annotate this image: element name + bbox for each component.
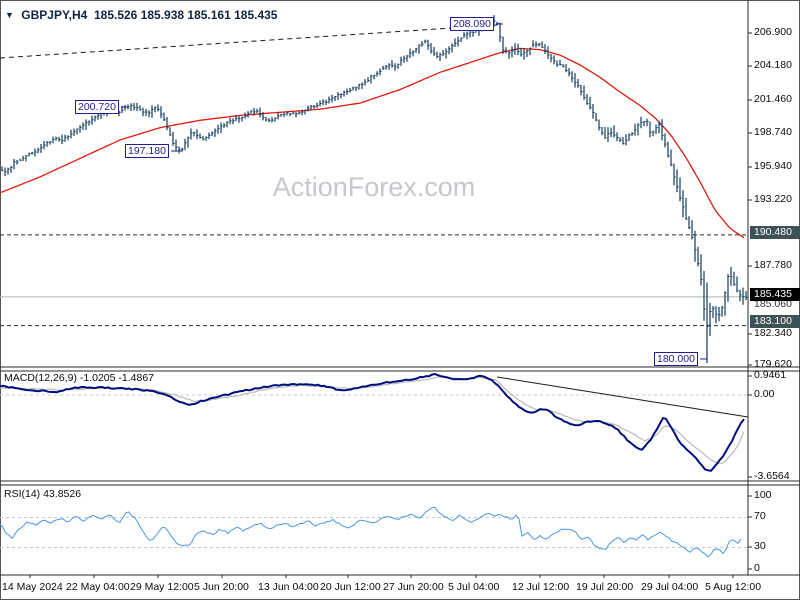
x-axis-label: 19 Jul 20:00 [576,581,634,593]
x-axis-label: 5 Jun 20:00 [194,581,249,593]
y-axis-label: 185.435 [750,288,800,301]
chart-title: ▼ GBPJPY,H4 185.526 185.938 185.161 185.… [5,8,277,22]
price-annotation[interactable]: 200.720 [75,100,119,114]
y-axis-label: 183.100 [750,315,800,328]
x-axis-label: 29 May 12:00 [130,581,194,593]
x-axis-label: 22 May 04:00 [66,581,130,593]
x-axis-label: 14 May 2024 [2,581,63,593]
x-axis-label: 12 Jul 12:00 [512,581,570,593]
y-axis-label: 185.060 [754,298,792,310]
y-axis-label: 182.340 [754,327,792,339]
y-axis-label: 190.480 [750,226,800,239]
y-axis-label: 201.460 [754,93,792,105]
macd-axis-label: 0.00 [754,388,775,400]
symbol-dropdown-icon[interactable]: ▼ [5,10,14,20]
price-annotation[interactable]: 197.180 [125,144,169,158]
y-axis-label: 195.940 [754,160,792,172]
rsi-axis-label: 70 [754,510,766,522]
x-axis-label: 5 Jul 04:00 [448,581,500,593]
price-annotation[interactable]: 208.090 [450,17,494,31]
x-axis-label: 13 Jun 04:00 [258,581,319,593]
x-axis-label: 20 Jun 12:00 [320,581,381,593]
y-axis-label: 204.180 [754,59,792,71]
x-axis-label: 29 Jul 04:00 [641,581,699,593]
y-axis-label: 179.620 [754,358,792,370]
y-axis-label: 187.780 [754,259,792,271]
macd-axis-label: -3.6564 [754,470,790,482]
ohlc-values: 185.526 185.938 185.161 185.435 [93,8,278,22]
x-axis-label: 5 Aug 12:00 [705,581,762,593]
rsi-axis-label: 100 [754,489,772,501]
price-annotation[interactable]: 180.000 [654,352,698,366]
rsi-axis-label: 30 [754,540,766,552]
x-axis-label: 27 Jun 20:00 [383,581,444,593]
symbol-timeframe: GBPJPY,H4 [21,8,88,22]
rsi-axis-label: 0 [754,562,760,574]
y-axis-label: 198.740 [754,126,792,138]
y-axis-label: 206.900 [754,26,792,38]
rsi-indicator-label: RSI(14) 43.8526 [4,488,82,500]
macd-indicator-label: MACD(12,26,9) -1.0205 -1.4867 [4,372,154,384]
macd-axis-label: 0.9461 [754,369,787,381]
y-axis-label: 193.220 [754,193,792,205]
